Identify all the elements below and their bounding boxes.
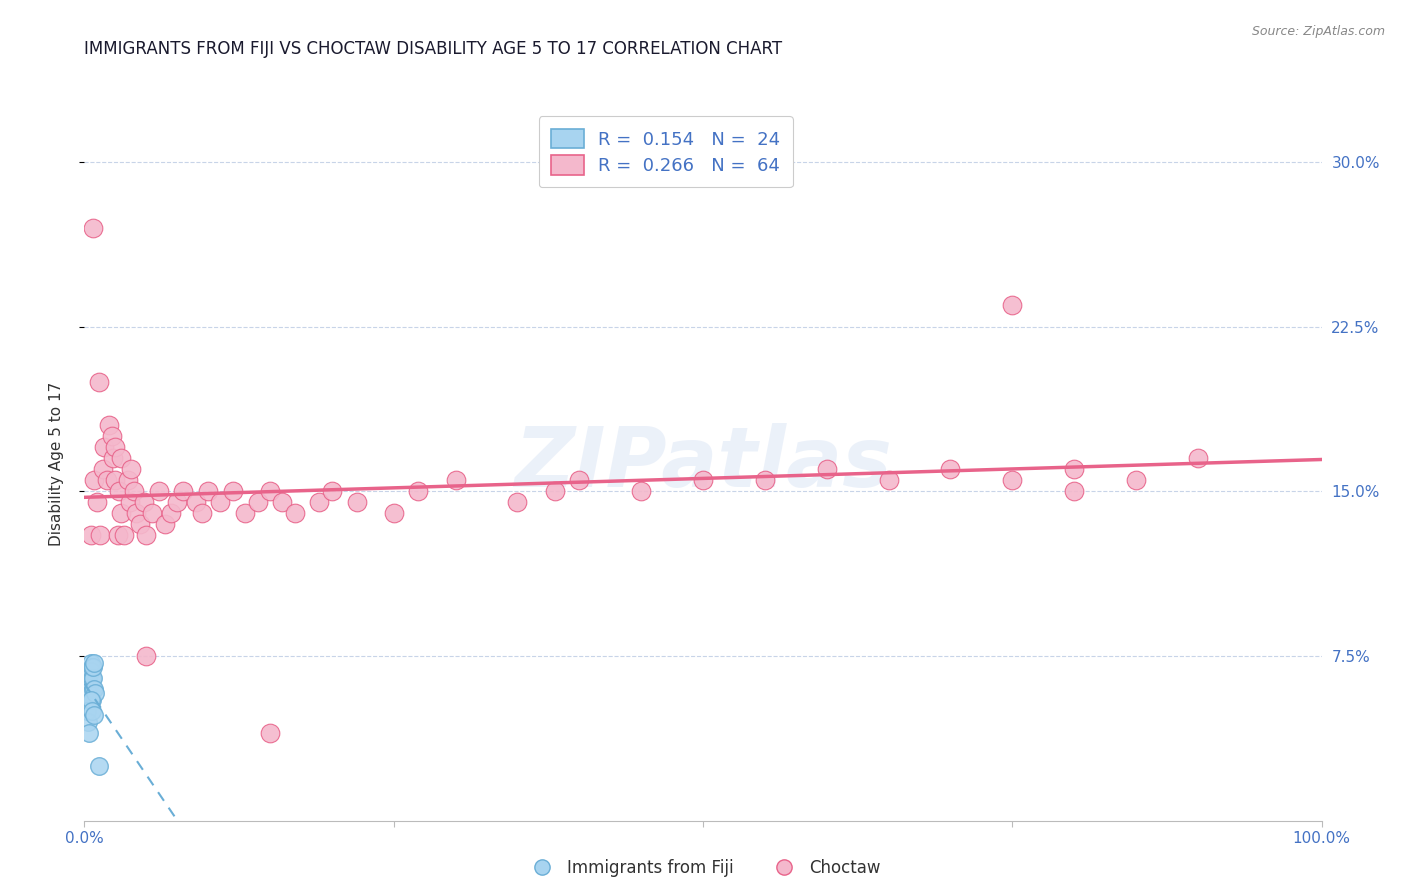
- Point: [543, 484, 565, 499]
- Point: [80, 704, 103, 718]
- Point: [129, 517, 152, 532]
- Point: [148, 484, 170, 499]
- Point: [122, 484, 145, 499]
- Point: [82, 220, 104, 235]
- Point: [568, 473, 591, 487]
- Point: [80, 693, 103, 707]
- Point: [284, 506, 307, 520]
- Point: [76, 681, 98, 696]
- Point: [76, 704, 98, 718]
- Point: [101, 451, 124, 466]
- Point: [271, 495, 294, 509]
- Point: [83, 656, 105, 670]
- Point: [83, 473, 105, 487]
- Point: [79, 693, 101, 707]
- Point: [82, 681, 104, 696]
- Point: [233, 506, 256, 520]
- Point: [135, 528, 157, 542]
- Point: [83, 708, 105, 723]
- Point: [444, 473, 467, 487]
- Point: [153, 517, 176, 532]
- Point: [692, 473, 714, 487]
- Legend: Immigrants from Fiji, Choctaw: Immigrants from Fiji, Choctaw: [519, 853, 887, 884]
- Point: [308, 495, 330, 509]
- Point: [89, 375, 111, 389]
- Point: [259, 726, 281, 740]
- Point: [80, 660, 103, 674]
- Point: [89, 528, 111, 542]
- Point: [79, 665, 101, 679]
- Point: [82, 660, 104, 674]
- Point: [79, 726, 101, 740]
- Point: [630, 484, 652, 499]
- Point: [110, 506, 132, 520]
- Point: [191, 506, 214, 520]
- Point: [83, 681, 105, 696]
- Point: [209, 495, 232, 509]
- Point: [132, 495, 155, 509]
- Point: [815, 462, 838, 476]
- Point: [346, 495, 368, 509]
- Text: ZIPatlas: ZIPatlas: [515, 424, 891, 504]
- Point: [82, 671, 104, 685]
- Point: [89, 758, 111, 772]
- Point: [86, 495, 108, 509]
- Point: [79, 528, 101, 542]
- Point: [112, 528, 135, 542]
- Point: [222, 484, 245, 499]
- Point: [77, 714, 100, 729]
- Point: [77, 693, 100, 707]
- Y-axis label: Disability Age 5 to 17: Disability Age 5 to 17: [49, 382, 63, 546]
- Point: [100, 429, 122, 443]
- Point: [107, 528, 129, 542]
- Point: [1001, 473, 1024, 487]
- Point: [108, 484, 131, 499]
- Point: [1187, 451, 1209, 466]
- Point: [110, 451, 132, 466]
- Point: [877, 473, 900, 487]
- Point: [321, 484, 343, 499]
- Point: [135, 648, 157, 663]
- Point: [166, 495, 188, 509]
- Point: [246, 495, 269, 509]
- Point: [382, 506, 405, 520]
- Point: [104, 473, 127, 487]
- Point: [172, 484, 194, 499]
- Point: [259, 484, 281, 499]
- Point: [93, 441, 115, 455]
- Point: [141, 506, 163, 520]
- Point: [120, 495, 142, 509]
- Point: [1001, 298, 1024, 312]
- Point: [80, 671, 103, 685]
- Point: [1063, 462, 1085, 476]
- Point: [79, 686, 101, 700]
- Point: [79, 686, 101, 700]
- Text: Source: ZipAtlas.com: Source: ZipAtlas.com: [1251, 25, 1385, 38]
- Point: [197, 484, 219, 499]
- Point: [98, 418, 121, 433]
- Point: [1063, 484, 1085, 499]
- Point: [84, 686, 107, 700]
- Text: IMMIGRANTS FROM FIJI VS CHOCTAW DISABILITY AGE 5 TO 17 CORRELATION CHART: IMMIGRANTS FROM FIJI VS CHOCTAW DISABILI…: [84, 40, 783, 58]
- Point: [96, 473, 118, 487]
- Point: [79, 656, 101, 670]
- Point: [184, 495, 207, 509]
- Point: [754, 473, 776, 487]
- Point: [77, 671, 100, 685]
- Point: [120, 462, 142, 476]
- Point: [1125, 473, 1147, 487]
- Point: [408, 484, 430, 499]
- Point: [104, 441, 127, 455]
- Point: [160, 506, 183, 520]
- Point: [506, 495, 529, 509]
- Point: [79, 677, 101, 691]
- Point: [125, 506, 148, 520]
- Point: [91, 462, 114, 476]
- Point: [117, 473, 139, 487]
- Point: [939, 462, 962, 476]
